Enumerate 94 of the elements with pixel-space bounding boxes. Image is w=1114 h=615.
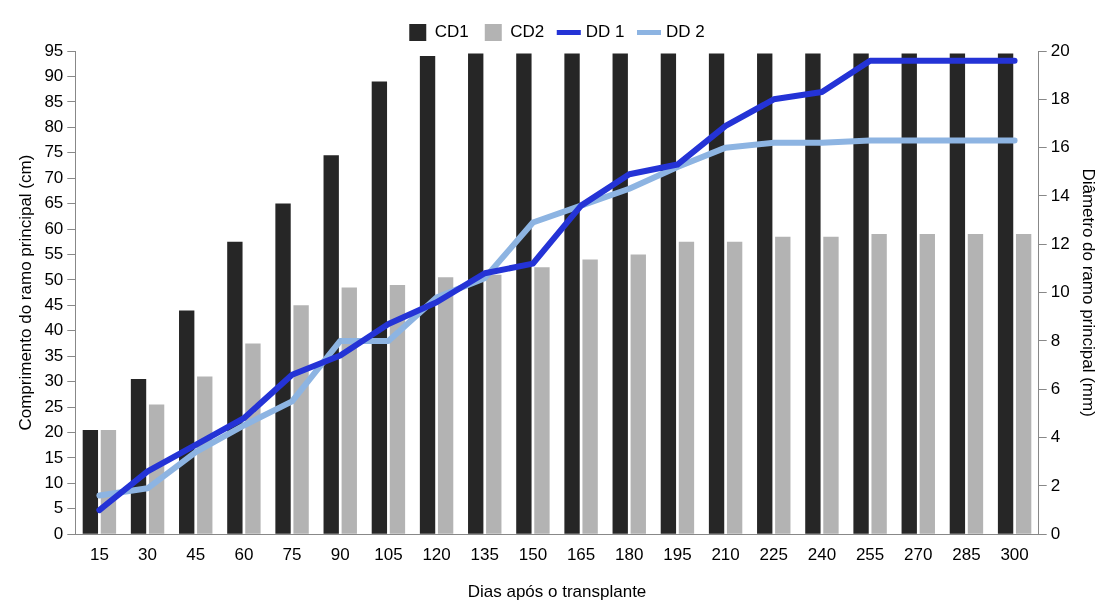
y2-tick-label: 8 [1050,330,1061,350]
bar [997,53,1014,534]
bar [901,53,917,534]
bar [582,259,598,534]
bar [949,53,966,534]
bar [612,53,628,534]
y-tick-label: 55 [44,244,64,264]
y-tick-label: 35 [44,345,64,365]
x-tick-label: 255 [855,545,885,565]
x-tick-label: 300 [1000,545,1029,565]
x-tick-label: 75 [282,545,302,565]
bar [419,56,436,534]
x-tick-label: 60 [234,545,254,565]
y2-tick-label: 0 [1050,523,1061,543]
bar [516,53,532,534]
bar [630,254,646,534]
x-tick-label: 270 [904,545,933,565]
bar [967,234,984,534]
y2-tick-label: 18 [1050,89,1070,109]
y2-tick-label: 2 [1050,475,1061,495]
bar [245,343,261,534]
bar [82,429,99,534]
x-tick-label: 135 [470,545,499,565]
bar [757,53,773,534]
bar [468,53,484,534]
x-tick-label: 195 [663,545,692,565]
y-tick-label: 65 [44,193,64,213]
bar [823,236,839,534]
y2-tick-label: 16 [1050,137,1070,157]
x-tick-label: 45 [186,545,206,565]
x-tick-label: 105 [374,545,403,565]
bar [805,53,821,534]
y-tick-label: 85 [44,91,64,111]
bar [708,53,725,534]
y-tick-label: 95 [44,40,64,60]
bar [486,274,502,534]
y-tick-label: 60 [44,218,64,238]
y2-axis-title: Diâmetro do ramo principal (mm) [1079,168,1099,417]
y-tick-label: 45 [44,295,64,314]
bar [919,234,935,534]
y-tick-label: 10 [44,473,64,493]
y-tick-label: 5 [53,498,64,518]
y-tick-label: 25 [44,396,64,416]
bar [371,81,388,534]
x-tick-label: 285 [952,545,981,565]
legend-label: CD1 [434,22,469,42]
y2-tick-label: 10 [1050,282,1070,302]
bar [275,203,291,534]
y-tick-label: 90 [44,66,64,86]
x-tick-label: 150 [518,545,548,565]
bar [1015,234,1032,534]
y-tick-label: 0 [53,523,64,543]
bar [341,287,357,534]
bar [853,53,869,534]
y-axis-title: Comprimento do ramo principal (cm) [15,154,35,431]
y-tick-label: 70 [44,167,64,187]
y-tick-label: 40 [44,320,64,340]
x-axis-title: Dias após o transplante [467,582,647,602]
bar [564,53,580,534]
y2-tick-label: 12 [1050,233,1070,253]
bar [726,241,743,534]
y-tick-label: 75 [44,142,64,162]
x-tick-label: 165 [566,545,596,565]
x-tick-label: 120 [422,545,451,565]
bar [871,234,887,534]
bar [179,310,195,534]
x-tick-label: 30 [138,545,158,565]
bar [775,236,791,534]
x-tick-label: 240 [807,545,837,565]
y-tick-label: 30 [44,371,64,391]
legend-label: DD 2 [666,22,705,42]
bar [227,241,243,534]
x-tick-label: 90 [330,545,350,565]
x-tick-label: 180 [615,545,644,565]
bar [293,305,309,534]
bar [389,284,406,534]
y2-tick-label: 14 [1050,185,1070,205]
bar [660,53,677,534]
legend-label: DD 1 [585,22,625,42]
legend-label: CD2 [510,22,545,42]
x-tick-label: 210 [711,545,740,565]
x-tick-label: 15 [89,545,109,565]
x-tick-label: 225 [759,545,788,565]
y-tick-label: 15 [44,447,64,467]
y-tick-label: 20 [44,422,64,442]
bar [323,155,339,534]
y2-tick-label: 20 [1050,40,1070,60]
bar [534,267,550,534]
y2-tick-label: 4 [1050,427,1061,447]
bar [678,241,695,534]
y2-tick-label: 6 [1050,378,1061,398]
bar [437,277,454,534]
y-tick-label: 80 [44,116,64,136]
y-tick-label: 50 [44,269,64,289]
